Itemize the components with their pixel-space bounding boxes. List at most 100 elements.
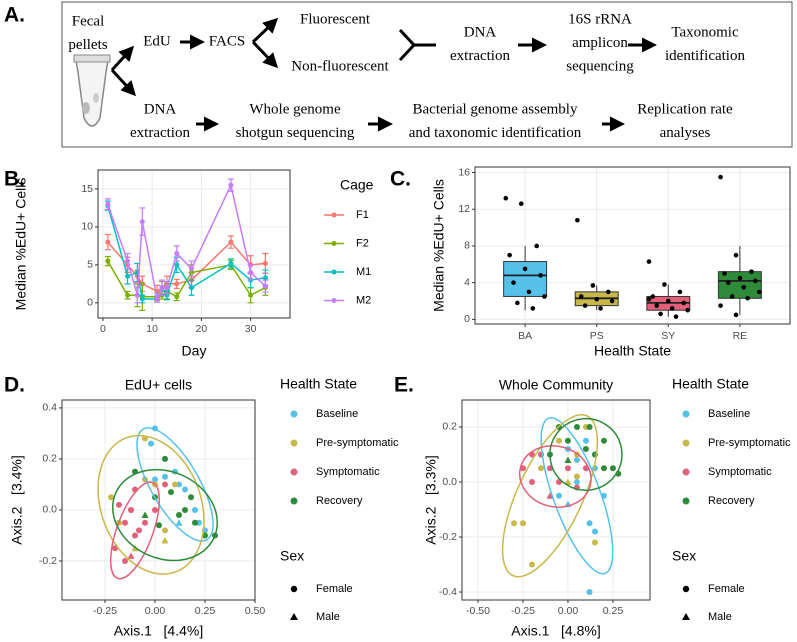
point	[673, 314, 679, 319]
y-tick-label: 0.0	[442, 476, 457, 488]
point	[573, 478, 580, 485]
panel-label: C.	[390, 168, 411, 191]
point	[575, 217, 580, 223]
point	[174, 281, 180, 287]
plot-background	[98, 170, 290, 318]
legend-title: Health State	[672, 376, 749, 392]
point	[125, 273, 131, 279]
legend-label: Recovery	[708, 495, 755, 507]
y-axis-title: Median %EdU+ Cells	[431, 179, 447, 312]
confidence-ellipse	[111, 468, 219, 562]
legend-label: M1	[356, 266, 371, 278]
point	[139, 296, 145, 302]
legend-label: Recovery	[316, 495, 363, 507]
legend-swatch	[682, 439, 690, 447]
point	[228, 239, 234, 245]
legend-label: Male	[708, 611, 732, 623]
y-tick-label: 0	[87, 297, 93, 309]
legend-swatch	[331, 212, 337, 218]
x-tick-label: RE	[733, 330, 748, 342]
node-text: Fecal	[72, 13, 104, 29]
point	[681, 300, 687, 306]
y-tick-label: -0.2	[439, 531, 457, 543]
plot-border	[61, 399, 256, 601]
point	[132, 532, 138, 539]
point	[156, 522, 162, 529]
node-text: Taxonomic	[671, 24, 739, 40]
node-text: and taxonomic identification	[409, 125, 582, 141]
y-tick-label: 5	[87, 259, 93, 271]
point	[564, 478, 572, 485]
point	[116, 501, 122, 508]
point	[646, 259, 652, 264]
point	[591, 528, 598, 535]
point	[148, 440, 154, 447]
point	[174, 250, 180, 256]
x-tick-label: SY	[661, 330, 675, 342]
point	[122, 519, 128, 526]
point	[192, 506, 198, 513]
y-tick-label: 0.4	[42, 402, 57, 414]
point	[555, 437, 562, 444]
point	[594, 296, 600, 302]
legend-swatch	[290, 585, 298, 593]
point	[162, 455, 168, 462]
x-tick-label: BA	[518, 330, 532, 342]
y-tick-label: 8	[464, 240, 470, 252]
legend-swatch	[331, 269, 337, 275]
point	[188, 494, 194, 501]
panel-label: A.	[4, 4, 25, 27]
y-tick-label: 10	[81, 221, 93, 233]
point	[189, 266, 195, 272]
point	[128, 506, 134, 513]
node-text: Fluorescent	[300, 11, 371, 27]
point	[176, 512, 182, 519]
point	[722, 271, 727, 276]
legend-swatch	[331, 241, 337, 246]
point	[134, 292, 140, 298]
point	[142, 435, 148, 442]
point	[518, 201, 524, 207]
point	[141, 511, 149, 519]
point	[139, 219, 145, 225]
legend-label: Baseline	[708, 408, 750, 420]
chart-title: EdU+ cells	[125, 377, 192, 393]
point	[528, 478, 535, 485]
point	[159, 285, 165, 291]
confidence-ellipse	[549, 417, 623, 491]
point	[650, 294, 656, 299]
point	[718, 174, 723, 180]
point	[248, 292, 254, 298]
point	[749, 269, 754, 274]
point	[578, 294, 584, 299]
y-tick-label: 0.2	[442, 421, 457, 433]
y-axis-title: Axis.2 [3.3%]	[423, 455, 439, 544]
confidence-ellipse	[136, 427, 214, 542]
plot-background	[62, 400, 255, 600]
point	[174, 294, 180, 300]
point	[262, 260, 268, 266]
point	[519, 520, 526, 527]
y-axis-title: Median %EdU+ Cells	[13, 178, 29, 311]
point	[582, 445, 589, 452]
point	[546, 492, 554, 499]
point	[586, 423, 593, 430]
point	[154, 296, 160, 302]
point	[515, 300, 520, 306]
x-tick-label: -0.25	[511, 605, 535, 617]
point	[507, 252, 512, 258]
plot-background	[462, 400, 650, 600]
y-tick-label: 0.2	[42, 453, 57, 465]
point	[127, 552, 135, 559]
arrows	[110, 17, 657, 132]
node-text: sequencing	[566, 58, 634, 74]
legend-title: Sex	[280, 548, 304, 564]
confidence-ellipse	[109, 481, 161, 580]
point	[598, 306, 603, 311]
node-text: extraction	[130, 125, 190, 141]
point	[152, 506, 158, 513]
point	[555, 492, 562, 499]
point	[105, 239, 111, 245]
x-tick-label: 30	[245, 323, 257, 335]
